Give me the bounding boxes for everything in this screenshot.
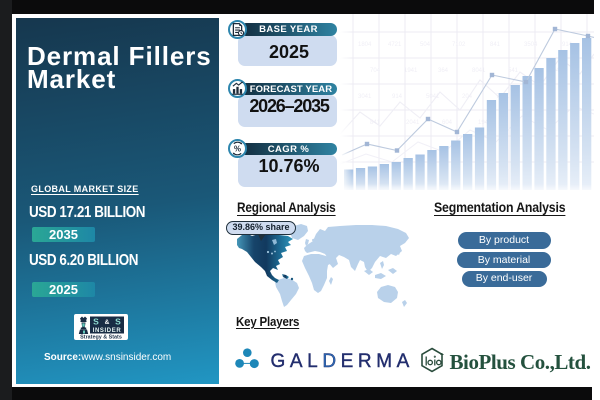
svg-text:841: 841 <box>490 42 501 48</box>
svg-text:2041: 2041 <box>406 120 420 126</box>
svg-text:1804: 1804 <box>358 42 372 48</box>
svg-text:3504: 3504 <box>524 42 538 48</box>
svg-text:504: 504 <box>420 42 431 48</box>
svg-text:364: 364 <box>438 68 449 74</box>
svg-text:914: 914 <box>562 42 573 48</box>
svg-text:541: 541 <box>508 68 519 74</box>
svg-text:204: 204 <box>462 94 473 100</box>
svg-text:S: S <box>93 317 99 327</box>
svg-text:4721: 4721 <box>388 42 402 48</box>
svg-text:8041: 8041 <box>472 68 486 74</box>
svg-text:5041: 5041 <box>426 94 440 100</box>
svg-text:%: % <box>234 144 241 153</box>
svg-text:1941: 1941 <box>404 68 418 74</box>
svg-text:7102: 7102 <box>452 42 466 48</box>
svg-text:&: & <box>105 319 110 326</box>
svg-text:604: 604 <box>442 120 453 126</box>
svg-text:3041: 3041 <box>358 94 372 100</box>
svg-text:914: 914 <box>392 94 403 100</box>
svg-text:Strategy & Stats: Strategy & Stats <box>80 334 122 340</box>
svg-text:704: 704 <box>370 68 381 74</box>
svg-text:INSIDER: INSIDER <box>93 328 122 334</box>
svg-text:1941: 1941 <box>478 120 492 126</box>
svg-text:S: S <box>115 317 121 327</box>
